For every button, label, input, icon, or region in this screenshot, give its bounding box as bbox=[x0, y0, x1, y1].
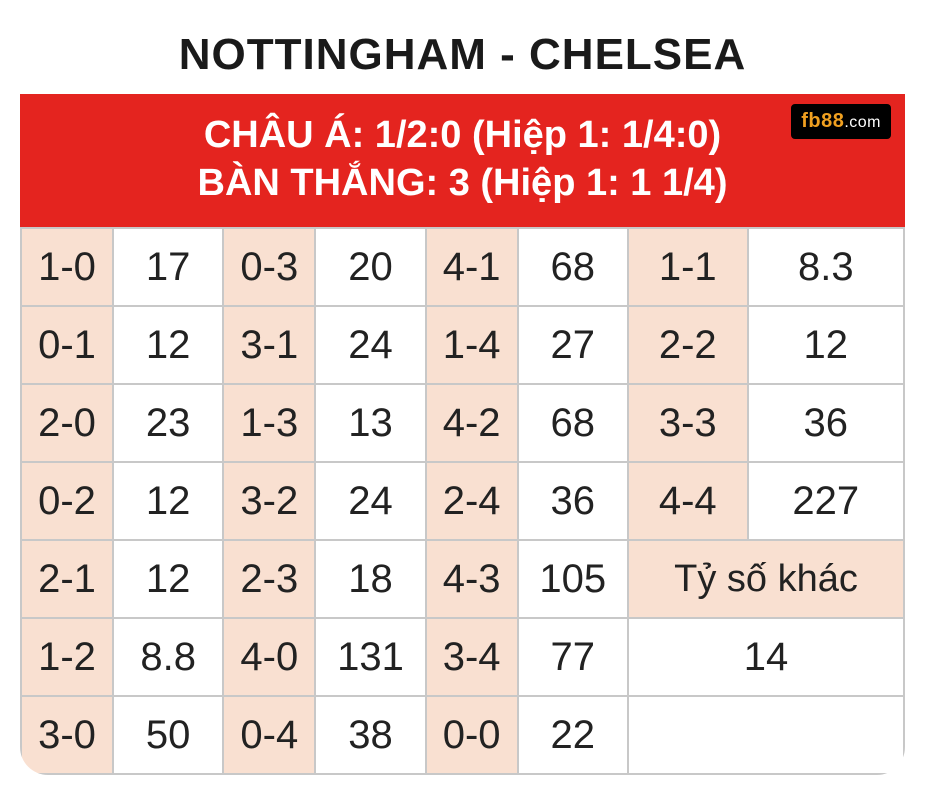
value-cell: 38 bbox=[315, 696, 425, 774]
score-cell: 1-4 bbox=[426, 306, 518, 384]
value-cell: 24 bbox=[315, 462, 425, 540]
match-title: NOTTINGHAM - CHELSEA bbox=[20, 20, 905, 94]
value-cell: 27 bbox=[518, 306, 628, 384]
value-cell: 105 bbox=[518, 540, 628, 618]
score-cell: 2-3 bbox=[223, 540, 315, 618]
score-cell: 2-1 bbox=[21, 540, 113, 618]
score-cell: 0-3 bbox=[223, 228, 315, 306]
score-cell: 1-0 bbox=[21, 228, 113, 306]
value-cell: 68 bbox=[518, 228, 628, 306]
score-cell: 1-3 bbox=[223, 384, 315, 462]
value-cell: 12 bbox=[113, 462, 223, 540]
score-cell: 1-2 bbox=[21, 618, 113, 696]
value-cell: 131 bbox=[315, 618, 425, 696]
value-cell: 36 bbox=[748, 384, 904, 462]
value-cell: 8.3 bbox=[748, 228, 904, 306]
score-cell: 0-1 bbox=[21, 306, 113, 384]
score-cell: 2-4 bbox=[426, 462, 518, 540]
table-row: 1-0 17 0-3 20 4-1 68 1-1 8.3 bbox=[21, 228, 904, 306]
score-cell: 0-4 bbox=[223, 696, 315, 774]
score-cell: 3-2 bbox=[223, 462, 315, 540]
odds-card: NOTTINGHAM - CHELSEA fb88.com CHÂU Á: 1/… bbox=[20, 20, 905, 775]
score-cell: 4-2 bbox=[426, 384, 518, 462]
odds-table: 1-0 17 0-3 20 4-1 68 1-1 8.3 0-1 12 3-1 … bbox=[20, 227, 905, 775]
table-row: 2-0 23 1-3 13 4-2 68 3-3 36 bbox=[21, 384, 904, 462]
score-cell: 4-3 bbox=[426, 540, 518, 618]
score-cell: 3-3 bbox=[628, 384, 748, 462]
site-logo: fb88.com bbox=[791, 104, 891, 139]
table-row: 0-2 12 3-2 24 2-4 36 4-4 227 bbox=[21, 462, 904, 540]
value-cell: 12 bbox=[113, 540, 223, 618]
score-cell: 3-1 bbox=[223, 306, 315, 384]
header-line-2: BÀN THẮNG: 3 (Hiệp 1: 1 1/4) bbox=[30, 160, 895, 208]
value-cell: 77 bbox=[518, 618, 628, 696]
table-row: 0-1 12 3-1 24 1-4 27 2-2 12 bbox=[21, 306, 904, 384]
value-cell: 18 bbox=[315, 540, 425, 618]
value-cell: 12 bbox=[748, 306, 904, 384]
score-cell: 2-2 bbox=[628, 306, 748, 384]
score-cell: 0-0 bbox=[426, 696, 518, 774]
value-cell: 23 bbox=[113, 384, 223, 462]
score-cell: 2-0 bbox=[21, 384, 113, 462]
value-cell: 68 bbox=[518, 384, 628, 462]
logo-com: .com bbox=[844, 114, 881, 131]
score-cell: 3-4 bbox=[426, 618, 518, 696]
score-cell: 4-1 bbox=[426, 228, 518, 306]
value-cell: 50 bbox=[113, 696, 223, 774]
score-cell: 4-0 bbox=[223, 618, 315, 696]
table-row: 3-0 50 0-4 38 0-0 22 bbox=[21, 696, 904, 774]
value-cell: 20 bbox=[315, 228, 425, 306]
value-cell: 227 bbox=[748, 462, 904, 540]
score-cell: 4-4 bbox=[628, 462, 748, 540]
other-score-label: Tỷ số khác bbox=[628, 540, 904, 618]
value-cell: 17 bbox=[113, 228, 223, 306]
table-row: 2-1 12 2-3 18 4-3 105 Tỷ số khác bbox=[21, 540, 904, 618]
value-cell: 8.8 bbox=[113, 618, 223, 696]
value-cell: 13 bbox=[315, 384, 425, 462]
value-cell: 36 bbox=[518, 462, 628, 540]
odds-header: fb88.com CHÂU Á: 1/2:0 (Hiệp 1: 1/4:0) B… bbox=[20, 94, 905, 227]
table-row: 1-2 8.8 4-0 131 3-4 77 14 bbox=[21, 618, 904, 696]
score-cell: 0-2 bbox=[21, 462, 113, 540]
logo-fb: fb88 bbox=[801, 110, 844, 132]
value-cell: 12 bbox=[113, 306, 223, 384]
score-cell: 3-0 bbox=[21, 696, 113, 774]
value-cell: 24 bbox=[315, 306, 425, 384]
other-score-value: 14 bbox=[628, 618, 904, 696]
value-cell: 22 bbox=[518, 696, 628, 774]
empty-cell bbox=[628, 696, 904, 774]
score-cell: 1-1 bbox=[628, 228, 748, 306]
header-line-1: CHÂU Á: 1/2:0 (Hiệp 1: 1/4:0) bbox=[30, 112, 895, 160]
